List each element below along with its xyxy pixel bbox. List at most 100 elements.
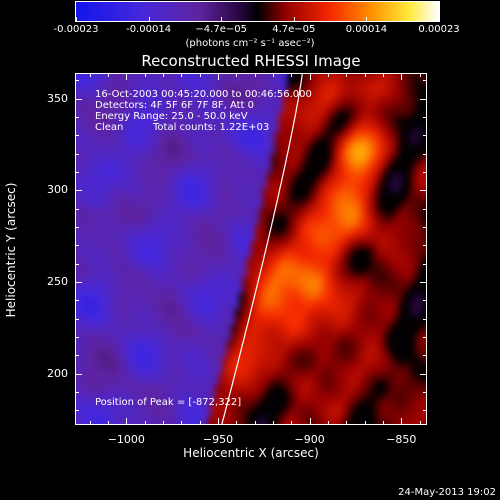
axis-tick-mark bbox=[328, 421, 329, 425]
y-tick-label: 250 bbox=[47, 275, 68, 288]
axis-tick-mark bbox=[75, 355, 79, 357]
axis-tick-mark bbox=[236, 421, 238, 425]
axis-tick-mark bbox=[423, 227, 427, 228]
axis-tick-mark bbox=[75, 172, 79, 173]
colorbar-tick-mark bbox=[293, 17, 295, 22]
colorbar-tick-mark bbox=[439, 17, 440, 22]
y-axis-label: Heliocentric Y (arcsec) bbox=[4, 182, 18, 318]
axis-tick-mark bbox=[401, 73, 403, 80]
axis-tick-mark bbox=[364, 421, 366, 425]
axis-tick-mark bbox=[163, 73, 164, 77]
axis-tick-mark bbox=[75, 80, 79, 82]
colorbar-tick-label: -0.00014 bbox=[126, 24, 172, 35]
axis-tick-mark bbox=[254, 421, 256, 425]
solar-limb-line bbox=[221, 73, 303, 425]
colorbar-tick-label: 0.00023 bbox=[418, 24, 460, 35]
method-label: Clean bbox=[95, 122, 124, 133]
axis-tick-mark bbox=[346, 421, 348, 425]
axis-tick-mark bbox=[75, 135, 79, 137]
axis-tick-mark bbox=[423, 245, 427, 247]
axis-tick-mark bbox=[75, 190, 82, 192]
axis-tick-mark bbox=[420, 373, 427, 375]
total-counts-label: Total counts: 1.22E+03 bbox=[153, 122, 270, 133]
axis-tick-mark bbox=[75, 318, 79, 320]
axis-tick-mark bbox=[75, 410, 79, 412]
axis-tick-mark bbox=[75, 98, 82, 100]
axis-tick-mark bbox=[108, 73, 109, 77]
axis-tick-mark bbox=[89, 73, 91, 77]
x-tick-label: −900 bbox=[294, 433, 325, 446]
axis-tick-mark bbox=[383, 421, 384, 425]
axis-tick-mark bbox=[163, 421, 164, 425]
axis-tick-mark bbox=[328, 73, 329, 77]
axis-tick-mark bbox=[75, 392, 79, 393]
axis-tick-mark bbox=[423, 410, 427, 412]
x-tick-label: −850 bbox=[386, 433, 417, 446]
colorbar-tick-mark bbox=[366, 17, 368, 22]
axis-tick-mark bbox=[309, 73, 311, 80]
axis-tick-mark bbox=[419, 73, 421, 77]
colorbar-tick-label: -0.00023 bbox=[53, 24, 99, 35]
axis-tick-mark bbox=[75, 337, 79, 338]
axis-tick-mark bbox=[423, 117, 427, 118]
axis-tick-mark bbox=[423, 337, 427, 338]
axis-tick-mark bbox=[75, 208, 79, 210]
axis-tick-mark bbox=[199, 73, 201, 77]
axis-tick-mark bbox=[75, 117, 79, 118]
axis-tick-mark bbox=[144, 421, 146, 425]
colorbar-unit: (photons cm⁻² s⁻¹ asec⁻²) bbox=[185, 38, 315, 49]
colorbar-tick-label: 4.7e−05 bbox=[272, 24, 316, 35]
axis-tick-mark bbox=[273, 73, 274, 77]
axis-tick-mark bbox=[89, 421, 91, 425]
flux-heatmap bbox=[75, 73, 427, 425]
axis-tick-mark bbox=[423, 263, 427, 265]
axis-tick-mark bbox=[218, 418, 219, 425]
colorbar-tick-label: 0.00014 bbox=[345, 24, 388, 35]
detectors-label: Detectors: 4F 5F 6F 7F 8F, Att 0 bbox=[95, 100, 255, 111]
axis-tick-mark bbox=[181, 421, 183, 425]
axis-tick-mark bbox=[423, 153, 427, 155]
time-range-label: 16-Oct-2003 00:45:20.000 to 00:46:56.000 bbox=[95, 89, 312, 100]
axis-tick-mark bbox=[423, 80, 427, 82]
axis-tick-mark bbox=[254, 73, 256, 77]
colorbar bbox=[75, 1, 440, 22]
axis-tick-mark bbox=[75, 300, 79, 302]
axis-tick-mark bbox=[291, 421, 293, 425]
axis-tick-mark bbox=[181, 73, 183, 77]
axis-tick-mark bbox=[423, 318, 427, 320]
plot-overlay bbox=[221, 73, 303, 425]
peak-position-label: Position of Peak = [-872,322] bbox=[95, 397, 242, 408]
y-tick-label: 200 bbox=[47, 366, 68, 380]
axis-tick-mark bbox=[218, 73, 219, 80]
axis-tick-mark bbox=[75, 153, 79, 155]
axis-tick-mark bbox=[420, 190, 427, 192]
axis-tick-mark bbox=[423, 135, 427, 137]
axis-tick-mark bbox=[420, 282, 427, 283]
y-tick-label: 350 bbox=[47, 91, 68, 105]
footer-date: 24-May-2013 19:02 bbox=[398, 487, 496, 498]
axis-tick-mark bbox=[423, 300, 427, 302]
axis-tick-mark bbox=[75, 227, 79, 228]
x-tick-label: −950 bbox=[202, 433, 234, 446]
axis-tick-mark bbox=[75, 373, 82, 375]
axis-tick-mark bbox=[419, 421, 421, 425]
energy-range-label: Energy Range: 25.0 - 50.0 keV bbox=[95, 111, 248, 122]
x-axis-label: Heliocentric X (arcsec) bbox=[183, 446, 319, 460]
axis-tick-mark bbox=[423, 355, 427, 357]
axis-tick-mark bbox=[126, 418, 128, 425]
axis-tick-mark bbox=[423, 172, 427, 173]
axis-tick-mark bbox=[273, 421, 274, 425]
axis-tick-mark bbox=[346, 73, 348, 77]
colorbar-tick-mark bbox=[148, 17, 150, 22]
colorbar-tick-mark bbox=[76, 17, 77, 22]
chart-title: Reconstructed RHESSI Image bbox=[141, 52, 361, 70]
axis-tick-mark bbox=[423, 392, 427, 393]
axis-tick-mark bbox=[199, 421, 201, 425]
axis-tick-mark bbox=[236, 73, 238, 77]
axis-tick-mark bbox=[126, 73, 128, 80]
x-tick-label: −1000 bbox=[107, 433, 145, 446]
axis-tick-mark bbox=[364, 73, 366, 77]
axis-tick-mark bbox=[75, 245, 79, 247]
y-tick-label: 300 bbox=[47, 183, 68, 197]
axis-tick-mark bbox=[291, 73, 293, 77]
